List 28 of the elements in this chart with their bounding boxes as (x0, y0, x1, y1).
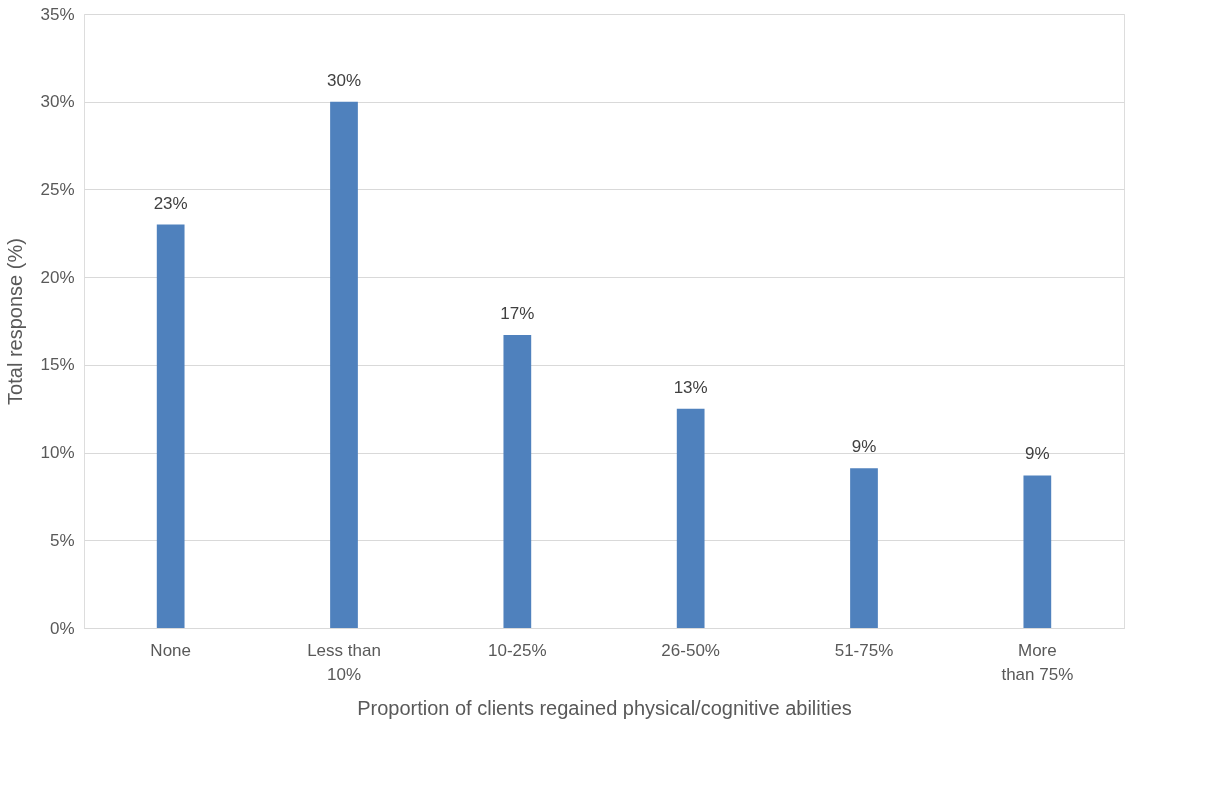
y-tick-label: 30% (40, 92, 75, 112)
data-label: 9% (851, 437, 877, 457)
y-tick-label: 15% (40, 355, 75, 375)
data-label: 23% (153, 193, 188, 213)
x-axis-title: Proportion of clients regained physical/cognitive abilities (357, 696, 852, 719)
data-label: 30% (326, 70, 362, 90)
data-label: 17% (500, 304, 535, 324)
y-tick-label: 25% (40, 179, 75, 199)
x-tick-label: None (150, 640, 191, 660)
y-axis-title: Total response (%) (4, 238, 27, 405)
data-label: 13% (673, 377, 708, 397)
bar (1023, 475, 1052, 628)
bar (850, 468, 878, 628)
data-label: 9% (1025, 444, 1050, 464)
bar (330, 101, 358, 628)
x-tick-label: 10-25% (488, 640, 547, 660)
y-tick-label: 35% (40, 4, 75, 24)
x-tick-label: 26-50% (661, 640, 720, 660)
x-tick-label: Less than 10% (307, 640, 381, 684)
y-tick-label: 5% (49, 530, 75, 550)
y-tick-label: 0% (49, 618, 75, 638)
bar (156, 224, 185, 628)
x-tick-label: 51-75% (834, 640, 894, 660)
x-tick-label: More than 75% (1001, 640, 1074, 684)
bar (676, 408, 705, 628)
bar (503, 335, 532, 628)
y-tick-label: 20% (40, 267, 75, 287)
y-tick-label: 10% (40, 443, 75, 463)
